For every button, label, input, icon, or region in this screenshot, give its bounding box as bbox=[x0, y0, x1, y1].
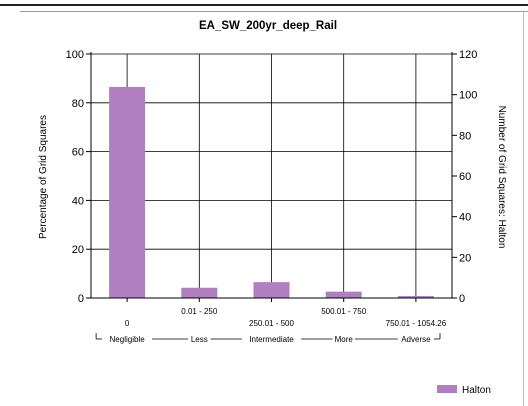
y-tick-label: 60 bbox=[72, 147, 84, 159]
y2-tick-label: 20 bbox=[459, 252, 471, 264]
chart-title: EA_SW_200yr_deep_Rail bbox=[199, 20, 337, 32]
category-labels: 0 0.01 - 250 250.01 - 500 500.01 - 750 750.0… bbox=[125, 307, 447, 328]
x-tick-label: 750.01 - 1054.26 bbox=[386, 319, 447, 328]
legend-label: Halton bbox=[462, 385, 491, 396]
bar-1 bbox=[181, 287, 218, 298]
y2-tick-label: 80 bbox=[459, 130, 471, 142]
y-tick-label: 80 bbox=[72, 98, 84, 110]
band-label: More bbox=[335, 335, 354, 344]
bar-3 bbox=[325, 291, 362, 298]
y-tick-label: 100 bbox=[66, 49, 84, 61]
x-tick-label: 0.01 - 250 bbox=[181, 307, 218, 316]
legend-swatch bbox=[437, 385, 457, 393]
panel-right-border bbox=[523, 11, 524, 406]
window-top-border bbox=[0, 4, 528, 6]
x-tick-label: 0 bbox=[125, 319, 130, 328]
bar-4 bbox=[397, 296, 434, 298]
band-label: Negligible bbox=[110, 335, 146, 344]
bars bbox=[109, 86, 434, 298]
tick-labels: 0 20 40 60 80 100 0 20 40 60 80 100 120 bbox=[66, 49, 478, 305]
band-labels: Negligible Less Intermediate More Adverse bbox=[95, 333, 441, 344]
y2-axis-label: Number of Grid Squares: Halton bbox=[496, 106, 507, 249]
bar-2 bbox=[253, 282, 290, 298]
y-tick-label: 20 bbox=[72, 244, 84, 256]
bar-0 bbox=[109, 86, 146, 298]
y2-tick-label: 60 bbox=[459, 171, 471, 183]
y2-tick-label: 40 bbox=[459, 212, 471, 224]
y-tick-label: 40 bbox=[72, 195, 84, 207]
panel-top-border bbox=[20, 11, 528, 12]
y2-tick-label: 100 bbox=[459, 90, 477, 102]
y-tick-label: 0 bbox=[78, 293, 84, 305]
y2-tick-label: 120 bbox=[459, 49, 477, 61]
band-label: Less bbox=[191, 335, 208, 344]
grid-lines bbox=[91, 53, 452, 299]
band-label: Adverse bbox=[401, 335, 431, 344]
axes bbox=[86, 52, 457, 302]
band-label: Intermediate bbox=[249, 335, 294, 344]
y-axis-label: Percentage of Grid Squares bbox=[38, 115, 49, 239]
y2-tick-label: 0 bbox=[459, 293, 465, 305]
legend: Halton bbox=[437, 385, 491, 396]
x-tick-label: 250.01 - 500 bbox=[249, 319, 294, 328]
x-tick-label: 500.01 - 750 bbox=[321, 307, 366, 316]
